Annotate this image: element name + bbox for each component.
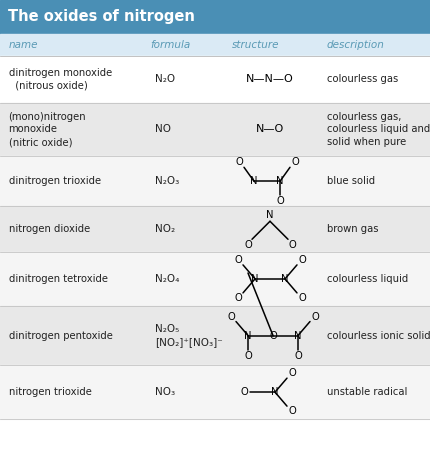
Text: O: O: [244, 350, 252, 361]
Text: description: description: [327, 40, 385, 50]
Text: N: N: [281, 274, 289, 284]
Text: N₂O₄: N₂O₄: [156, 274, 180, 284]
Text: unstable radical: unstable radical: [327, 387, 407, 397]
Bar: [0, 34, 430, 56]
Bar: [0, 156, 430, 206]
Text: brown gas: brown gas: [327, 224, 378, 234]
Text: N: N: [276, 176, 284, 186]
Bar: [0, 0, 430, 34]
Text: NO: NO: [156, 124, 172, 134]
Text: The oxides of nitrogen: The oxides of nitrogen: [8, 9, 195, 24]
Text: O: O: [298, 293, 306, 303]
Text: O: O: [291, 157, 299, 167]
Text: N: N: [251, 274, 259, 284]
Text: structure: structure: [232, 40, 280, 50]
Text: N₂O₅
[NO₂]⁺[NO₃]⁻: N₂O₅ [NO₂]⁺[NO₃]⁻: [156, 324, 223, 347]
Text: N: N: [294, 330, 302, 341]
Text: N: N: [250, 176, 258, 186]
Text: NO₃: NO₃: [156, 387, 175, 397]
Text: nitrogen trioxide: nitrogen trioxide: [9, 387, 92, 397]
Text: O: O: [234, 293, 242, 303]
Bar: [0, 306, 430, 365]
Text: O: O: [227, 311, 235, 322]
Text: name: name: [9, 40, 38, 50]
Text: O: O: [276, 196, 284, 206]
Text: dinitrogen monoxide
  (nitrous oxide): dinitrogen monoxide (nitrous oxide): [9, 68, 112, 90]
Text: N₂O₃: N₂O₃: [156, 176, 180, 186]
Text: N: N: [271, 387, 279, 397]
Text: N—O: N—O: [256, 124, 284, 134]
Text: N: N: [244, 330, 252, 341]
Text: dinitrogen trioxide: dinitrogen trioxide: [9, 176, 101, 186]
Text: O: O: [288, 240, 296, 250]
Text: blue solid: blue solid: [327, 176, 375, 186]
Text: colourless gas: colourless gas: [327, 74, 398, 84]
Text: dinitrogen tetroxide: dinitrogen tetroxide: [9, 274, 108, 284]
Text: colourless ionic solid: colourless ionic solid: [327, 330, 430, 341]
Text: (mono)nitrogen
monoxide
(nitric oxide): (mono)nitrogen monoxide (nitric oxide): [9, 111, 86, 147]
Text: N—N—O: N—N—O: [246, 74, 294, 84]
Text: colourless gas,
colourless liquid and
solid when pure: colourless gas, colourless liquid and so…: [327, 111, 430, 147]
Text: N₂O: N₂O: [156, 74, 175, 84]
Text: nitrogen dioxide: nitrogen dioxide: [9, 224, 90, 234]
Text: O: O: [234, 255, 242, 265]
Text: O: O: [298, 255, 306, 265]
Text: formula: formula: [150, 40, 191, 50]
Text: dinitrogen pentoxide: dinitrogen pentoxide: [9, 330, 113, 341]
Bar: [0, 206, 430, 252]
Text: O: O: [294, 350, 302, 361]
Text: O: O: [240, 387, 248, 397]
Text: O: O: [288, 406, 296, 416]
Bar: [0, 56, 430, 103]
Bar: [0, 103, 430, 156]
Text: N: N: [266, 210, 274, 220]
Bar: [0, 365, 430, 419]
Text: O: O: [311, 311, 319, 322]
Text: colourless liquid: colourless liquid: [327, 274, 408, 284]
Text: O: O: [269, 330, 277, 341]
Text: NO₂: NO₂: [156, 224, 175, 234]
Bar: [0, 252, 430, 306]
Text: O: O: [235, 157, 243, 167]
Text: O: O: [244, 240, 252, 250]
Text: O: O: [288, 368, 296, 378]
